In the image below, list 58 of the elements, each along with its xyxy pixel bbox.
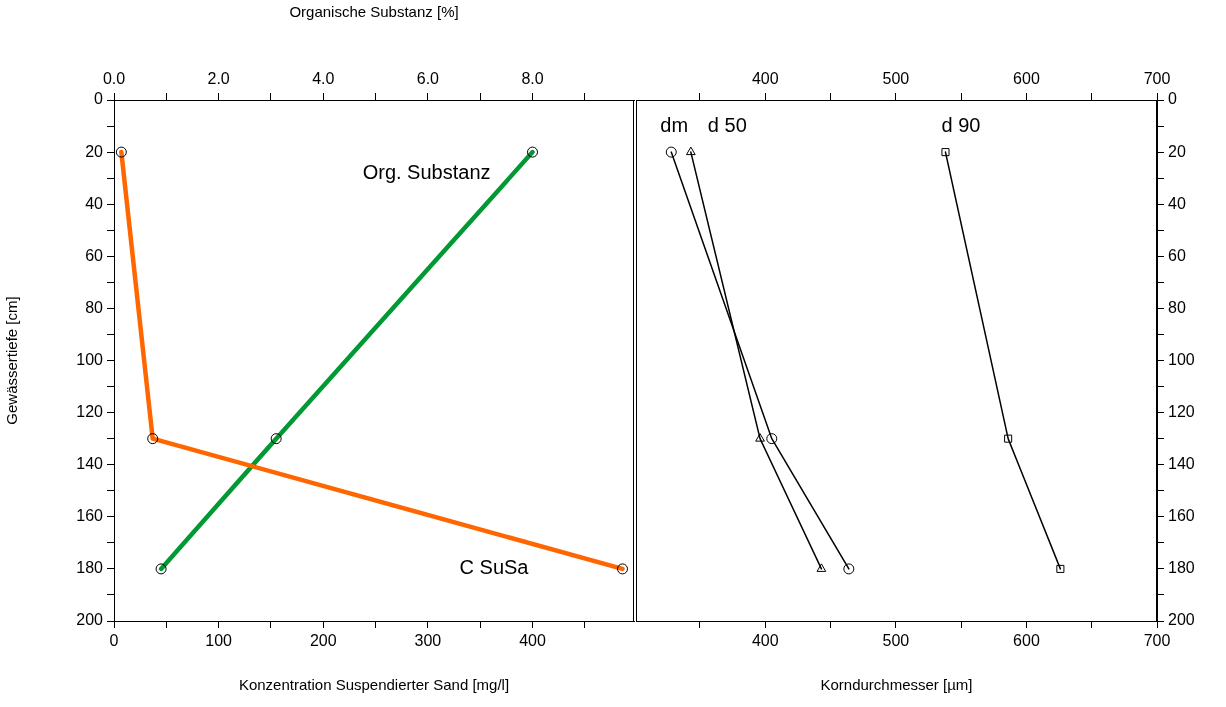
x2-tick-label: 0.0 (102, 69, 126, 87)
y-tick-label: 160 (1168, 507, 1195, 525)
y-tick-label: 40 (85, 194, 104, 212)
x2-tick-label: 8.0 (521, 69, 544, 87)
series-label: d 50 (707, 113, 747, 136)
point (766, 433, 778, 445)
point (941, 148, 950, 157)
x-tick-label: 500 (882, 632, 910, 650)
x-tick-label: 400 (519, 632, 546, 650)
x2-tick-label: 2.0 (207, 69, 230, 87)
y-tick-label: 80 (1168, 298, 1186, 316)
x-axis-title: Konzentration Suspendierter Sand [mg/l] (238, 676, 510, 694)
y-tick-label: 20 (1168, 142, 1186, 160)
point (1056, 564, 1065, 573)
x-tick-label: 100 (205, 632, 233, 650)
x-tick-label: 400 (751, 632, 779, 650)
y-axis-title: Gewässertiefe [cm] (3, 296, 21, 425)
y-tick-label: 160 (76, 507, 104, 525)
x-axis-title: Korndurchmesser [µm] (820, 676, 973, 694)
point (665, 146, 677, 158)
x2-tick-label: 700 (1143, 69, 1171, 87)
x2-axis-title: Organische Substanz [%] (289, 3, 459, 21)
y-tick-label: 200 (76, 611, 104, 629)
y-tick-label: 120 (76, 403, 104, 421)
x-tick-label: 600 (1013, 632, 1040, 650)
y-tick-label: 0 (94, 90, 104, 108)
y-tick-label: 80 (85, 298, 104, 316)
x-tick-label: 700 (1143, 632, 1171, 650)
y-tick-label: 200 (1168, 611, 1195, 629)
x2-tick-label: 400 (751, 69, 779, 87)
y-tick-label: 0 (1168, 90, 1177, 108)
point (686, 146, 696, 156)
x2-tick-label: 600 (1013, 69, 1040, 87)
x2-tick-label: 4.0 (312, 69, 335, 87)
series-label: Org. Substanz (362, 160, 491, 183)
y-tick-label: 120 (1168, 403, 1195, 421)
y-tick-label: 40 (1168, 194, 1186, 212)
y-tick-label: 100 (1168, 350, 1195, 368)
point (816, 563, 827, 572)
x2-tick-label: 6.0 (416, 69, 440, 87)
y-tick-label: 20 (85, 142, 104, 160)
point (755, 433, 765, 442)
y-tick-label: 60 (1168, 246, 1186, 264)
x-tick-label: 200 (309, 632, 337, 650)
y-tick-label: 60 (85, 246, 104, 264)
series-label: C SuSa (459, 556, 530, 579)
y-tick-label: 140 (76, 455, 104, 473)
y-tick-label: 180 (76, 559, 104, 577)
y-tick-label: 100 (76, 350, 104, 368)
x-tick-label: 0 (109, 632, 119, 650)
point (1004, 434, 1013, 443)
point (843, 563, 855, 575)
y-tick-label: 140 (1168, 455, 1195, 473)
series-label: dm (660, 113, 689, 136)
x-tick-label: 300 (414, 632, 442, 650)
y-tick-label: 180 (1168, 559, 1195, 577)
x2-tick-label: 500 (882, 69, 910, 87)
series-label: d 90 (941, 113, 981, 136)
